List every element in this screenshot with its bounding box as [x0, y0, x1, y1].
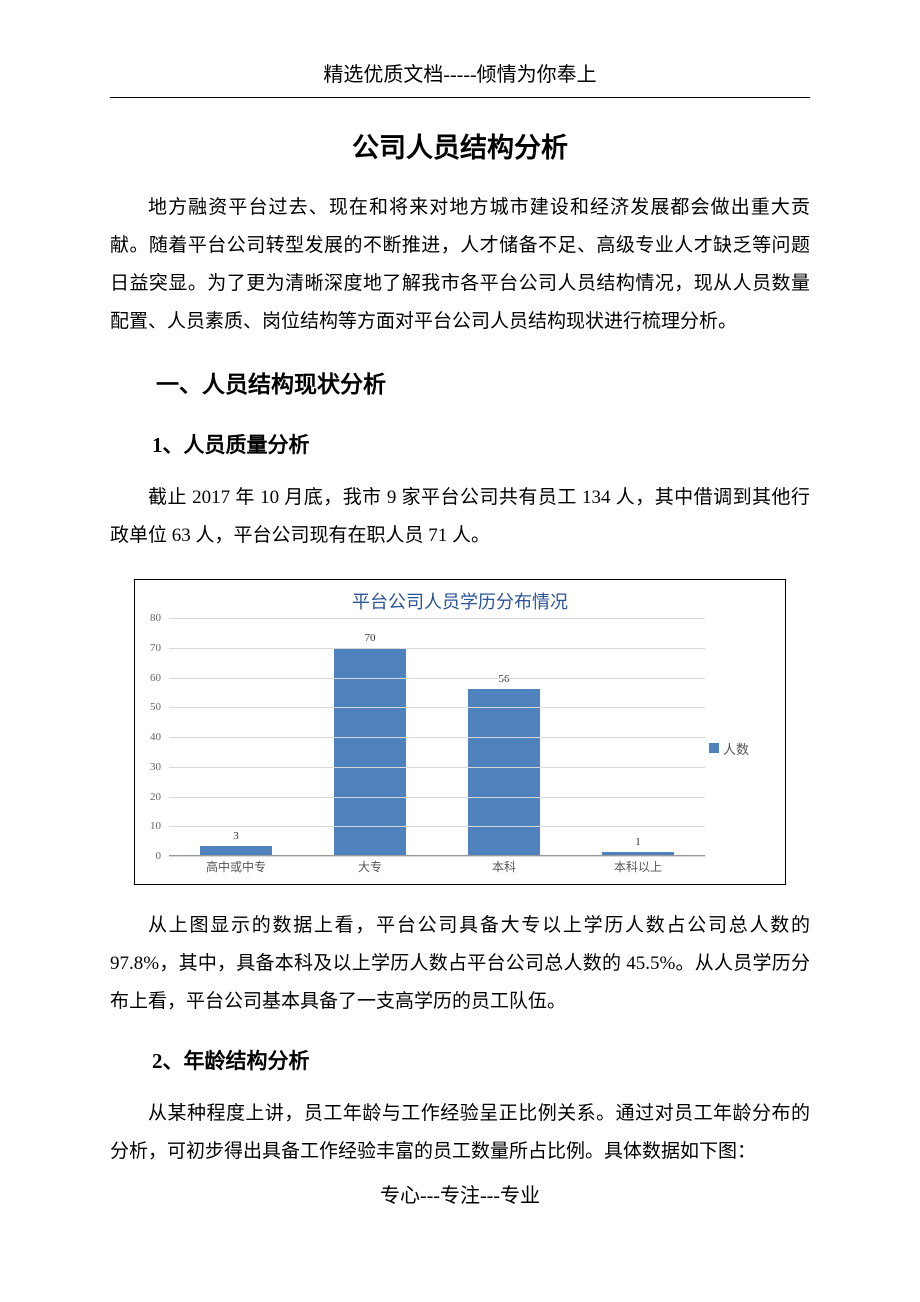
x-tick-label: 本科以上 [571, 858, 705, 878]
page-header: 精选优质文档-----倾情为你奉上 [110, 58, 810, 98]
gridline [169, 648, 705, 649]
x-tick-label: 大专 [303, 858, 437, 878]
paragraph-4: 从某种程度上讲，员工年龄与工作经验呈正比例关系。通过对员工年龄分布的分析，可初步… [110, 1095, 810, 1171]
y-tick-label: 30 [141, 761, 161, 773]
subsection-heading-2: 2、年龄结构分析 [110, 1045, 810, 1075]
y-tick-label: 50 [141, 701, 161, 713]
bar-value-label: 56 [498, 673, 509, 685]
document-title: 公司人员结构分析 [110, 126, 810, 165]
bar: 56 [468, 689, 540, 855]
y-tick-label: 60 [141, 672, 161, 684]
document-page: 精选优质文档-----倾情为你奉上 公司人员结构分析 地方融资平台过去、现在和将… [0, 0, 920, 1218]
chart-legend: 人数 [709, 618, 779, 878]
paragraph-3: 从上图显示的数据上看，平台公司具备大专以上学历人数占公司总人数的 97.8%，其… [110, 907, 810, 1021]
section-heading-1: 一、人员结构现状分析 [110, 365, 810, 399]
y-tick-label: 40 [141, 731, 161, 743]
chart-title: 平台公司人员学历分布情况 [141, 588, 779, 614]
gridline [169, 767, 705, 768]
bar: 1 [602, 852, 674, 855]
bar-value-label: 70 [364, 632, 375, 644]
chart-plot: 370561 高中或中专大专本科本科以上 01020304050607080 [141, 618, 709, 878]
intro-paragraph: 地方融资平台过去、现在和将来对地方城市建设和经济发展都会做出重大贡献。随着平台公… [110, 189, 810, 341]
legend-swatch [709, 743, 719, 753]
plot-area: 3 70 56 1 [169, 618, 705, 856]
gridline [169, 826, 705, 827]
y-tick-label: 0 [141, 850, 161, 862]
x-tick-label: 本科 [437, 858, 571, 878]
education-chart: 平台公司人员学历分布情况 3 70 56 1 高中或中专大专本科本科以上 0 10 20 3… [134, 579, 786, 885]
x-tick-label: 高中或中专 [169, 858, 303, 878]
gridline [169, 797, 705, 798]
subsection-heading-1: 1、人员质量分析 [110, 429, 810, 459]
legend-label: 人数 [723, 739, 749, 758]
gridline [169, 678, 705, 679]
y-tick-label: 80 [141, 612, 161, 624]
page-footer: 专心---专注---专业 [110, 1179, 810, 1208]
gridline [169, 707, 705, 708]
gridline [169, 737, 705, 738]
paragraph-2: 截止 2017 年 10 月底，我市 9 家平台公司共有员工 134 人，其中借… [110, 479, 810, 555]
bar-value-label: 1 [635, 836, 641, 848]
y-tick-label: 10 [141, 820, 161, 832]
bar-value-label: 3 [233, 830, 239, 842]
y-tick-label: 20 [141, 791, 161, 803]
x-axis-labels: 高中或中专大专本科本科以上 [169, 858, 705, 878]
chart-body: 370561 高中或中专大专本科本科以上 01020304050607080 人… [141, 618, 779, 878]
gridline [169, 618, 705, 619]
bar: 70 [334, 648, 406, 855]
bar: 3 [200, 846, 272, 855]
gridline [169, 856, 705, 857]
y-tick-label: 70 [141, 642, 161, 654]
